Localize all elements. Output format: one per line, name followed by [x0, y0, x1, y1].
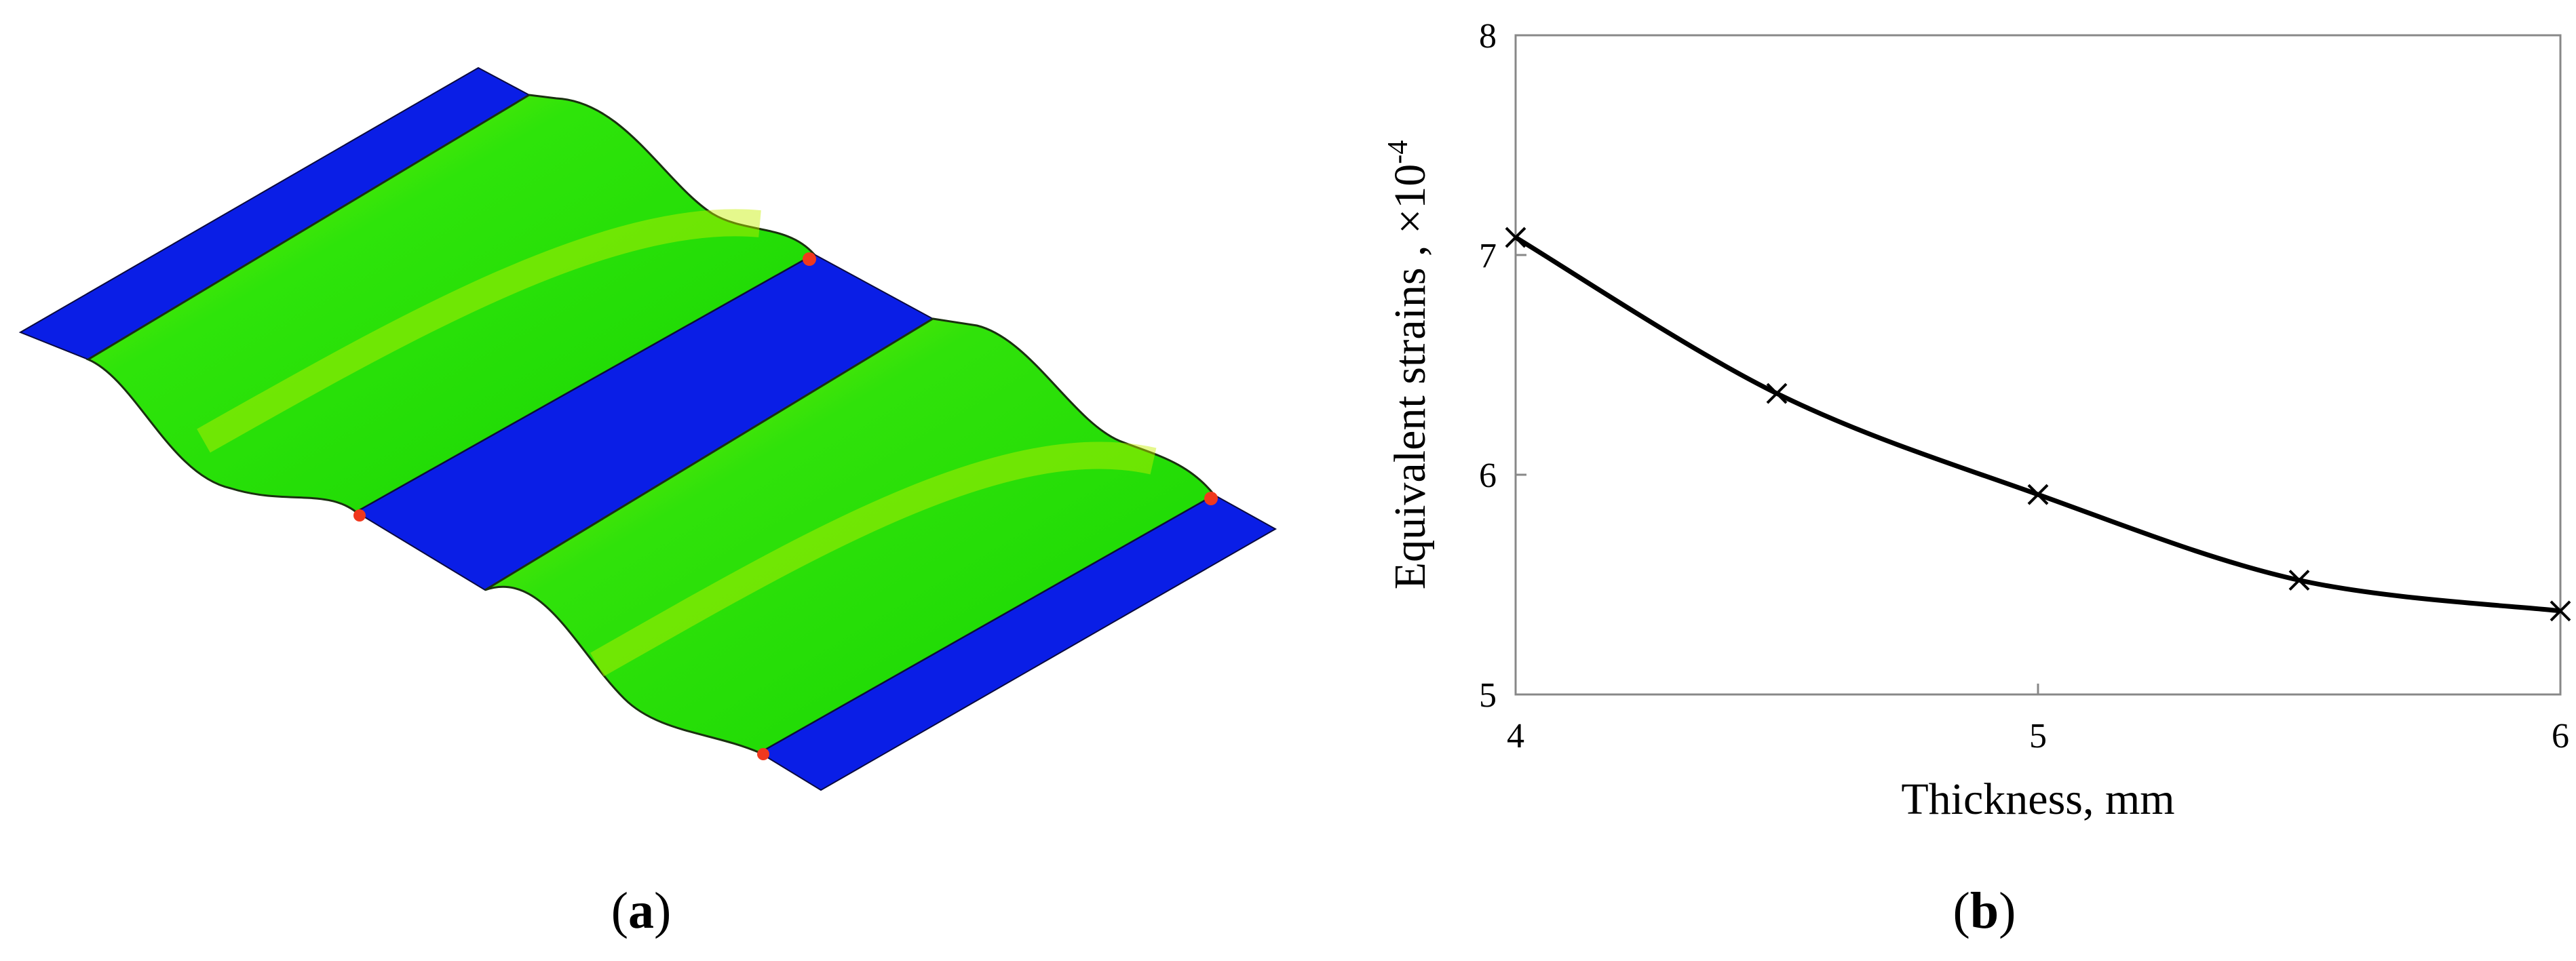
y-axis-label-main: Equivalent strains , ×10 [1385, 164, 1435, 589]
x-axis-ticks: 4 5 6 [1507, 684, 2569, 756]
panel-b-letter: b [1969, 882, 1999, 939]
y-tick-label: 5 [1479, 676, 1497, 715]
strain-hotspot-1 [803, 252, 816, 266]
data-point-marker [2550, 600, 2571, 622]
y-tick-label: 8 [1479, 17, 1497, 56]
series-line [1514, 235, 2561, 614]
flat-band-3 [758, 494, 1277, 791]
y-axis-label: Equivalent strains , ×10-4 [1383, 140, 1435, 589]
y-tick-label: 6 [1479, 456, 1497, 495]
fem-strain-contour-plot [18, 66, 1277, 791]
y-tick-label: 7 [1479, 237, 1497, 275]
strain-hotspot-2 [353, 509, 366, 522]
y-axis-label-exponent: -4 [1383, 140, 1414, 164]
panel-b-caption: (b) [1953, 882, 2016, 939]
y-axis-ticks: 5 6 7 8 [1479, 17, 1526, 715]
strain-hotspot-3 [1204, 492, 1218, 505]
x-tick-label: 5 [2029, 717, 2047, 756]
x-axis-label: Thickness, mm [1901, 774, 2174, 824]
panel-a-caption: (a) [611, 882, 672, 939]
data-point-marker [2027, 484, 2049, 505]
series-markers [1505, 227, 2571, 622]
wave-crest-1 [197, 209, 761, 453]
wave-crest-2 [590, 442, 1157, 677]
x-tick-label: 6 [2552, 717, 2569, 756]
x-tick-label: 4 [1507, 717, 1524, 756]
data-point-marker [1766, 383, 1788, 404]
strain-hotspot-4 [757, 748, 769, 760]
data-point-marker [1505, 227, 1526, 248]
data-point-marker [2288, 570, 2310, 591]
panel-a-letter: a [628, 882, 654, 939]
